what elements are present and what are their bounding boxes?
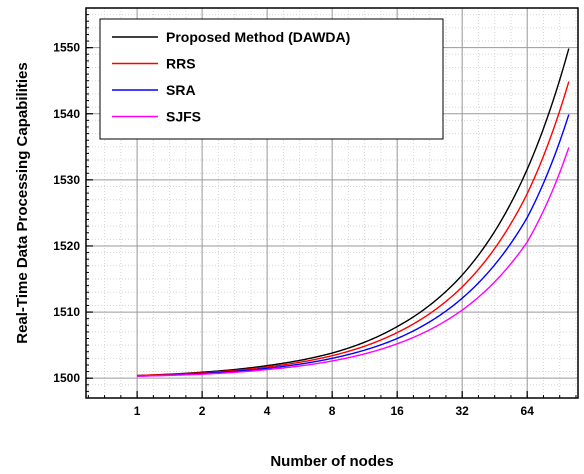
series-line (137, 81, 570, 377)
legend-box (99, 18, 444, 140)
x-tick-label: 32 (456, 404, 470, 418)
y-tick-label: 1520 (53, 239, 80, 253)
y-tick-label: 1530 (53, 173, 80, 187)
series-line (137, 147, 570, 377)
legend-label: Proposed Method (DAWDA) (166, 29, 350, 45)
y-axis-title: Real-Time Data Processing Capabilities (14, 62, 31, 344)
x-axis-title: Number of nodes (270, 453, 393, 470)
x-tick-label: 16 (390, 404, 404, 418)
x-axis: 1 2 4 8 16 32 64 (87, 391, 577, 418)
y-tick-label: 1540 (53, 107, 80, 121)
y-tick-label: 1510 (53, 305, 80, 319)
series-line (137, 48, 570, 377)
y-axis: 1500 1510 1520 1530 1540 1550 (53, 7, 93, 399)
legend-label: SJFS (166, 109, 201, 125)
legend-label: SRA (166, 82, 196, 98)
x-tick-label: 4 (264, 404, 271, 418)
legend: Proposed Method (DAWDA) RRS SRA SJFS (99, 18, 444, 140)
x-tick-label: 2 (199, 404, 206, 418)
x-tick-label: 64 (521, 404, 535, 418)
x-tick-label: 8 (329, 404, 336, 418)
y-tick-label: 1500 (53, 371, 80, 385)
legend-label: RRS (166, 56, 196, 72)
series-line (137, 114, 570, 377)
x-tick-label: 1 (134, 404, 141, 418)
series-lines (137, 48, 570, 377)
y-tick-label: 1550 (53, 41, 80, 55)
